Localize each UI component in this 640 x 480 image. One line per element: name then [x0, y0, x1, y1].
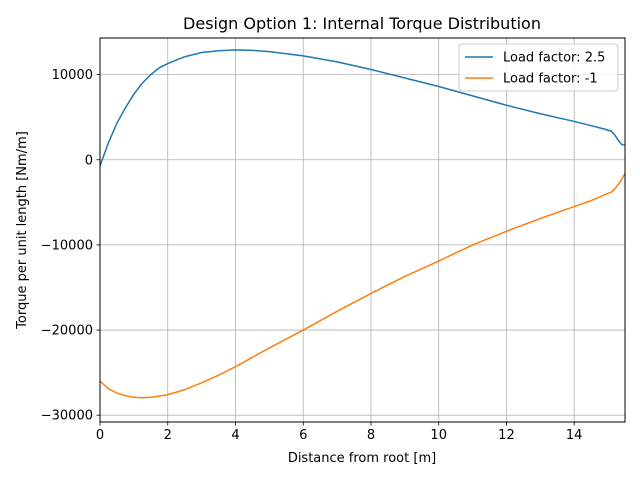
y-tick-label: −10000 [41, 238, 93, 253]
legend-box [458, 43, 619, 92]
series-line-0 [100, 49, 625, 166]
series-lines [100, 49, 625, 399]
legend-label-load-factor-2-5: Load factor: 2.5 [503, 51, 605, 66]
x-tick-label: 0 [96, 428, 104, 443]
chart-title: Design Option 1: Internal Torque Distrib… [183, 14, 541, 33]
x-tick-label: 10 [430, 428, 447, 443]
y-tick-label: −20000 [41, 324, 93, 339]
x-tick-label: 6 [299, 428, 307, 443]
x-tick-label: 14 [566, 428, 583, 443]
y-tick-label: −30000 [41, 409, 93, 424]
y-axis-label: Torque per unit length [Nm/m] [15, 131, 30, 330]
x-tick-label: 4 [231, 428, 239, 443]
legend: Load factor: 2.5 Load factor: -1 [458, 43, 619, 92]
x-tick-label: 2 [164, 428, 172, 443]
y-tick-label: 10000 [52, 68, 93, 83]
plot-frame [99, 37, 626, 423]
axis-ticks: 0 2 4 6 8 10 12 14 −30000 −20000 −10000 0 10000 [41, 68, 583, 443]
x-tick-label: 8 [367, 428, 375, 443]
y-tick-label: 0 [85, 153, 93, 168]
grid [99, 38, 625, 422]
legend-label-load-factor-minus-1: Load factor: -1 [503, 72, 598, 87]
x-tick-label: 12 [498, 428, 515, 443]
x-axis-label: Distance from root [m] [288, 451, 436, 466]
series-line-1 [100, 173, 625, 399]
